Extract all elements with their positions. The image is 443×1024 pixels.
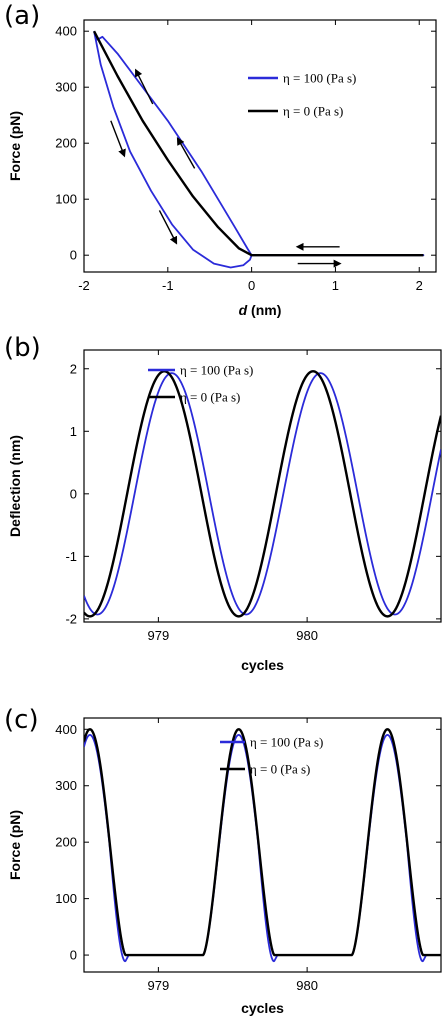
chart-panel-3: (c) 979 980 0 100 200 300 400 cycles Force (pN) η … [4,705,442,1016]
legend-label: η = 100 (Pa s) [180,363,253,378]
y-axis-title: Force (pN) [7,111,23,181]
y-axis-title: Force (pN) [7,810,23,880]
legend: η = 100 (Pa s) η = 0 (Pa s) [148,363,253,405]
x-tick-label: 980 [296,978,318,993]
x-tick-label: -1 [162,278,174,293]
y-tick-label: 0 [70,486,77,501]
chart-panel-2: (b) 979 980 -2 -1 0 1 2 cycles Deflection (nm) η =… [4,333,442,673]
x-tick-label: 1 [332,278,339,293]
x-tick-label: 2 [416,278,423,293]
x-tick-label: 979 [148,978,170,993]
series-line [84,370,441,618]
chart-panel-1: (a) -2 -1 0 1 2 0 100 200 300 400 d (nm) Force (pN) η… [4,1,437,318]
y-tick-label: 200 [55,835,77,850]
x-tick-label: 979 [148,628,170,643]
x-axis-title: d (nm) [239,302,282,318]
plot-frame [83,349,442,623]
plot-frame [83,19,437,273]
series-group [84,370,441,618]
y-tick-label: 200 [55,136,77,151]
y-tick-label: 400 [55,722,77,737]
y-tick-label: 400 [55,24,77,39]
x-axis-title: cycles [241,1000,284,1016]
y-tick-label: 1 [70,424,77,439]
y-tick-label: 2 [70,361,77,376]
direction-arrow [110,120,126,158]
legend-label: η = 0 (Pa s) [180,390,240,405]
y-tick-label: 300 [55,778,77,793]
series-line [92,30,424,257]
legend-label: η = 0 (Pa s) [283,104,343,119]
series-group [92,30,425,269]
legend: η = 100 (Pa s) η = 0 (Pa s) [220,735,323,777]
y-tick-label: 100 [55,192,77,207]
x-tick-label: 0 [248,278,255,293]
y-tick-label: 100 [55,891,77,906]
series-line [84,372,441,616]
x-tick-label: 980 [296,628,318,643]
legend-label: η = 100 (Pa s) [250,735,323,750]
direction-arrow [176,136,196,169]
y-tick-label: -1 [65,549,77,564]
series-line [93,30,425,269]
y-axis-title: Deflection (nm) [7,435,23,537]
legend-label: η = 0 (Pa s) [250,762,310,777]
x-axis-title: cycles [241,657,284,673]
x-tick-label: -2 [78,278,90,293]
series-group [84,728,441,963]
y-tick-label: 0 [70,248,77,263]
y-tick-label: -2 [65,611,77,626]
direction-arrow [158,210,178,245]
plot-frame [83,717,442,973]
y-tick-label: 300 [55,80,77,95]
y-tick-label: 0 [70,948,77,963]
panel-label: (c) [4,705,39,735]
legend-label: η = 100 (Pa s) [283,71,356,86]
panel-label: (a) [4,1,40,31]
direction-arrow [135,68,154,105]
series-line [84,728,441,957]
panel-label: (b) [4,333,41,363]
legend: η = 100 (Pa s) η = 0 (Pa s) [248,71,356,119]
